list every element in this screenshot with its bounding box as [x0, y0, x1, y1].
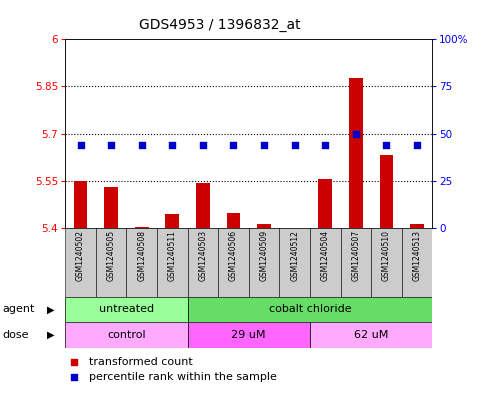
Point [77, 142, 85, 148]
Point [169, 142, 176, 148]
Text: GSM1240509: GSM1240509 [259, 230, 269, 281]
Bar [65, 322, 187, 348]
Text: GSM1240504: GSM1240504 [321, 230, 330, 281]
Point [107, 142, 115, 148]
Text: GSM1240505: GSM1240505 [107, 230, 115, 281]
Point [328, 135, 336, 141]
Text: transformed count: transformed count [89, 356, 193, 367]
Text: cobalt chloride: cobalt chloride [269, 305, 351, 314]
Bar [96, 228, 127, 297]
Bar [187, 322, 310, 348]
Bar [257, 224, 271, 228]
Bar [65, 228, 96, 297]
Text: control: control [107, 330, 146, 340]
Point [328, 276, 336, 283]
Text: GSM1240507: GSM1240507 [351, 230, 360, 281]
Text: GSM1240503: GSM1240503 [199, 230, 207, 281]
Text: ▶: ▶ [47, 305, 55, 314]
Text: agent: agent [2, 305, 35, 314]
Text: GSM1240510: GSM1240510 [382, 230, 391, 281]
Point [229, 142, 237, 148]
Bar [402, 228, 432, 297]
Text: GSM1240502: GSM1240502 [76, 230, 85, 281]
Bar [104, 187, 118, 228]
Bar [380, 155, 393, 228]
Point [383, 142, 390, 148]
Bar [218, 228, 249, 297]
Point [260, 142, 268, 148]
Text: ▶: ▶ [47, 330, 55, 340]
Bar [187, 297, 432, 322]
Bar [65, 297, 187, 322]
Point [291, 142, 298, 148]
Point [352, 130, 360, 137]
Bar [187, 228, 218, 297]
Bar [227, 213, 241, 228]
Bar [73, 182, 87, 228]
Bar [310, 322, 432, 348]
Text: GSM1240506: GSM1240506 [229, 230, 238, 281]
Bar [410, 224, 424, 228]
Bar [135, 227, 149, 228]
Bar [157, 228, 187, 297]
Bar [249, 228, 279, 297]
Text: dose: dose [2, 330, 29, 340]
Text: GSM1240513: GSM1240513 [412, 230, 422, 281]
Bar [165, 214, 179, 228]
Point [413, 142, 421, 148]
Text: GDS4953 / 1396832_at: GDS4953 / 1396832_at [139, 18, 300, 32]
Bar [279, 228, 310, 297]
Text: GSM1240508: GSM1240508 [137, 230, 146, 281]
Text: percentile rank within the sample: percentile rank within the sample [89, 372, 277, 382]
Text: 29 uM: 29 uM [231, 330, 266, 340]
Point [199, 142, 207, 148]
Bar [196, 183, 210, 228]
Text: untreated: untreated [99, 305, 154, 314]
Text: GSM1240512: GSM1240512 [290, 230, 299, 281]
Bar [310, 228, 341, 297]
Point [138, 142, 145, 148]
Bar [371, 228, 402, 297]
Text: GSM1240511: GSM1240511 [168, 230, 177, 281]
Bar [318, 179, 332, 228]
Bar [341, 228, 371, 297]
Bar [127, 228, 157, 297]
Point [321, 142, 329, 148]
Bar [349, 78, 363, 228]
Text: 62 uM: 62 uM [354, 330, 388, 340]
